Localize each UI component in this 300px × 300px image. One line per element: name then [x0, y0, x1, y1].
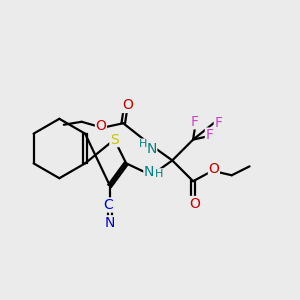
Text: O: O [189, 196, 200, 211]
Text: O: O [122, 98, 133, 112]
Text: F: F [214, 116, 222, 130]
Text: S: S [110, 133, 119, 147]
Text: N: N [146, 142, 157, 155]
Text: C: C [103, 198, 113, 212]
Text: O: O [208, 162, 219, 176]
Text: N: N [144, 165, 154, 179]
Text: F: F [206, 128, 213, 142]
Text: N: N [105, 216, 115, 230]
Text: F: F [190, 115, 199, 129]
Text: H: H [155, 169, 163, 179]
Text: O: O [95, 119, 106, 133]
Text: H: H [139, 139, 147, 149]
